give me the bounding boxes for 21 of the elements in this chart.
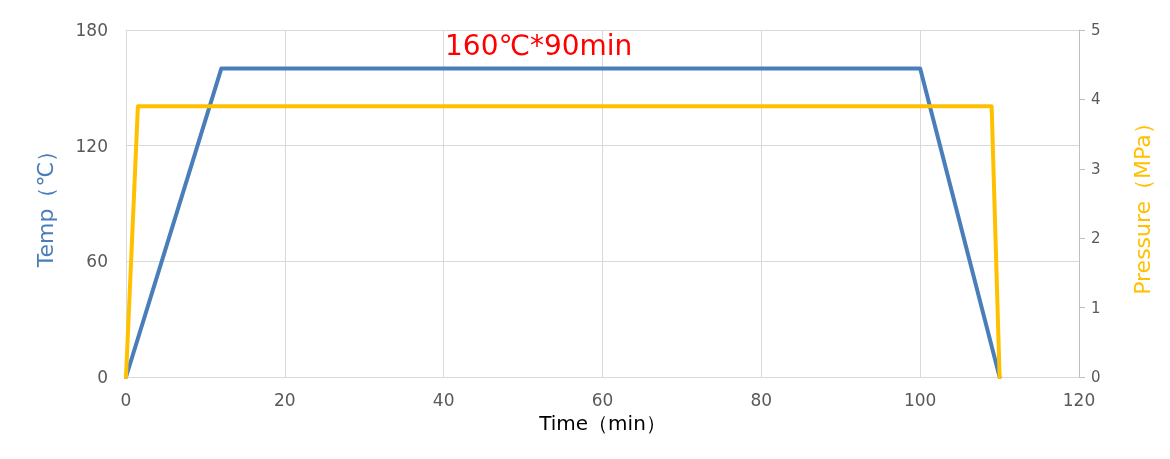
y2-tick-label: 2 xyxy=(1091,229,1101,248)
x-tick-label: 40 xyxy=(432,389,455,410)
x-tick-label: 60 xyxy=(591,389,614,410)
y2-tick-label: 5 xyxy=(1091,21,1101,39)
y2-tick-label: 1 xyxy=(1091,298,1101,317)
x-tick-label: 20 xyxy=(274,389,296,410)
x-tick-label: 80 xyxy=(750,389,773,410)
y-tick-label: 0 xyxy=(97,367,108,387)
x-axis-title: Time（min） xyxy=(538,410,666,435)
y-tick-label: 180 xyxy=(75,20,108,40)
annotation: 160℃*90min xyxy=(445,28,633,62)
y-tick-label: 60 xyxy=(86,251,108,272)
x-tick-label: 0 xyxy=(120,389,132,410)
x-tick-label: 100 xyxy=(903,389,937,410)
y2-tick-label: 3 xyxy=(1091,159,1101,178)
y2-axis-title: Pressure（MPa） xyxy=(1129,112,1155,295)
y-axis-title: Temp（℃） xyxy=(32,139,58,269)
y-tick-label: 120 xyxy=(75,135,108,156)
y2-tick-label: 4 xyxy=(1091,90,1101,109)
y2-tick-label: 0 xyxy=(1091,368,1101,386)
x-tick-label: 120 xyxy=(1062,389,1096,410)
